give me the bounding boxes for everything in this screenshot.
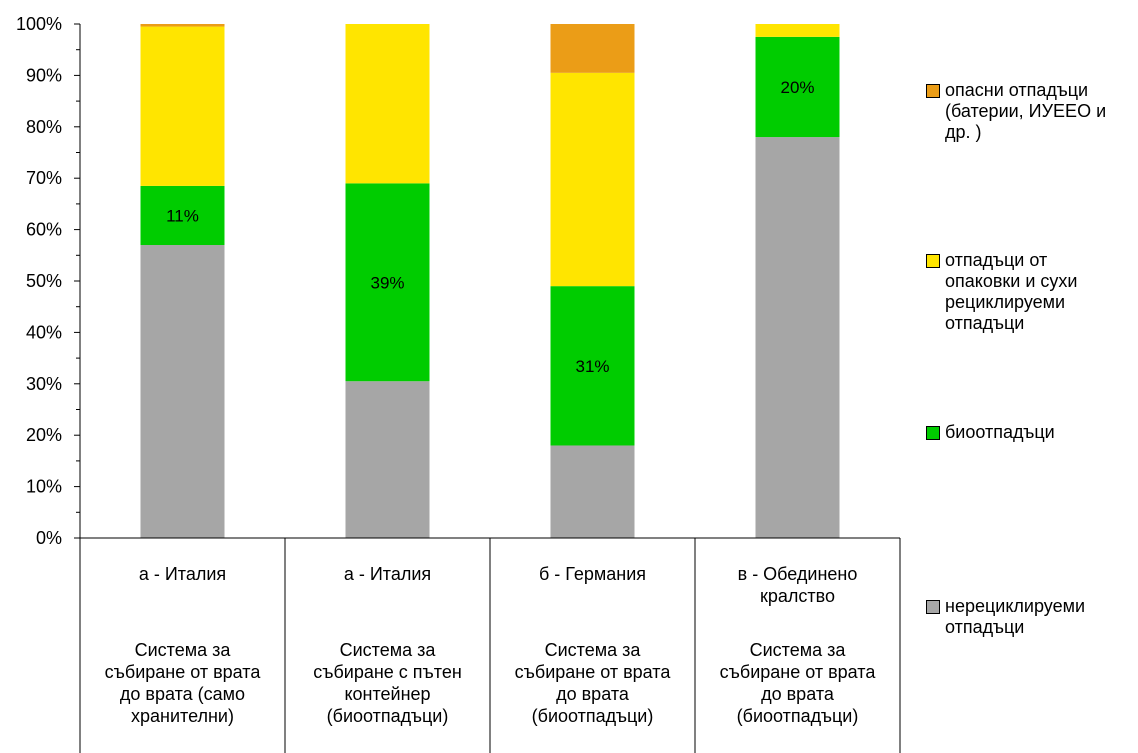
bar-segment: [345, 183, 430, 382]
category-cell: а - Италия Система за събиране с пътен ко…: [285, 545, 490, 753]
category-system-label: Система за събиране от врата до врата (с…: [104, 640, 261, 726]
y-tick-label: 30%: [26, 374, 62, 394]
legend-swatch: [926, 84, 940, 98]
legend-item: опасни отпадъци (батерии, ИУЕЕО и др. ): [926, 80, 1135, 143]
y-tick-label: 90%: [26, 65, 62, 85]
legend-swatch: [926, 254, 940, 268]
category-country-label: а - Италия: [138, 564, 227, 584]
bars: 11% 39% 31% 20%: [140, 24, 840, 538]
bar-segment: [345, 24, 430, 184]
y-tick-label: 100%: [16, 14, 62, 34]
y-tick-label: 20%: [26, 425, 62, 445]
category-system-label: Система за събиране от врата до врата (б…: [514, 640, 671, 726]
y-tick-label: 40%: [26, 322, 62, 342]
category-country-label: б - Германия: [539, 564, 646, 584]
legend-item: отпадъци от опаковки и сухи рециклируеми…: [926, 250, 1135, 334]
legend-swatch: [926, 426, 940, 440]
bar-segment: [140, 24, 225, 27]
category-country-label: а - Италия: [343, 564, 432, 584]
category-system-label: Система за събиране с пътен контейнер (б…: [313, 640, 462, 726]
legend-label: биоотпадъци: [945, 422, 1055, 442]
bar-segment: [755, 137, 840, 538]
bar-segment: [140, 185, 225, 246]
bar-segment: [550, 72, 635, 287]
data-label: 11%: [166, 206, 199, 225]
y-tick-label: 10%: [26, 477, 62, 497]
data-label: 20%: [780, 78, 814, 97]
bar-segment: [755, 36, 840, 138]
legend-item: нерециклируеми отпадъци: [926, 596, 1135, 638]
legend-label: нерециклируеми отпадъци: [945, 596, 1086, 637]
legend-label: отпадъци от опаковки и сухи рециклируеми…: [945, 250, 1078, 333]
y-axis: 0% 10% 20% 30% 40% 50% 60% 70% 80% 90% 100%: [16, 14, 81, 753]
y-tick-label: 70%: [26, 168, 62, 188]
bar-segment: [550, 24, 635, 73]
bar-segment: [140, 245, 225, 538]
y-tick-label: 80%: [26, 117, 62, 137]
category-system-label: Система за събиране от врата до врата (б…: [719, 640, 876, 726]
x-axis-table: [80, 537, 901, 753]
bar-segment: [345, 381, 430, 538]
legend-label: опасни отпадъци (батерии, ИУЕЕО и др. ): [945, 80, 1107, 142]
bar-segment: [550, 286, 635, 446]
y-tick-label: 0%: [36, 528, 62, 548]
data-label: 39%: [370, 273, 404, 292]
category-cell: а - Италия Система за събиране от врата д…: [80, 545, 285, 753]
category-cell: в - Обединено кралство Система за събиран…: [695, 545, 900, 753]
legend-swatch: [926, 600, 940, 614]
category-country-label: в - Обединено кралство: [737, 564, 858, 606]
y-tick-label: 60%: [26, 220, 62, 240]
category-cell: б - Германия Система за събиране от врата…: [490, 545, 695, 753]
bar-segment: [550, 445, 635, 538]
data-label: 31%: [575, 357, 609, 376]
legend-item: биоотпадъци: [926, 422, 1135, 443]
bar-segment: [140, 26, 225, 186]
bar-segment: [755, 24, 840, 37]
y-tick-label: 50%: [26, 271, 62, 291]
